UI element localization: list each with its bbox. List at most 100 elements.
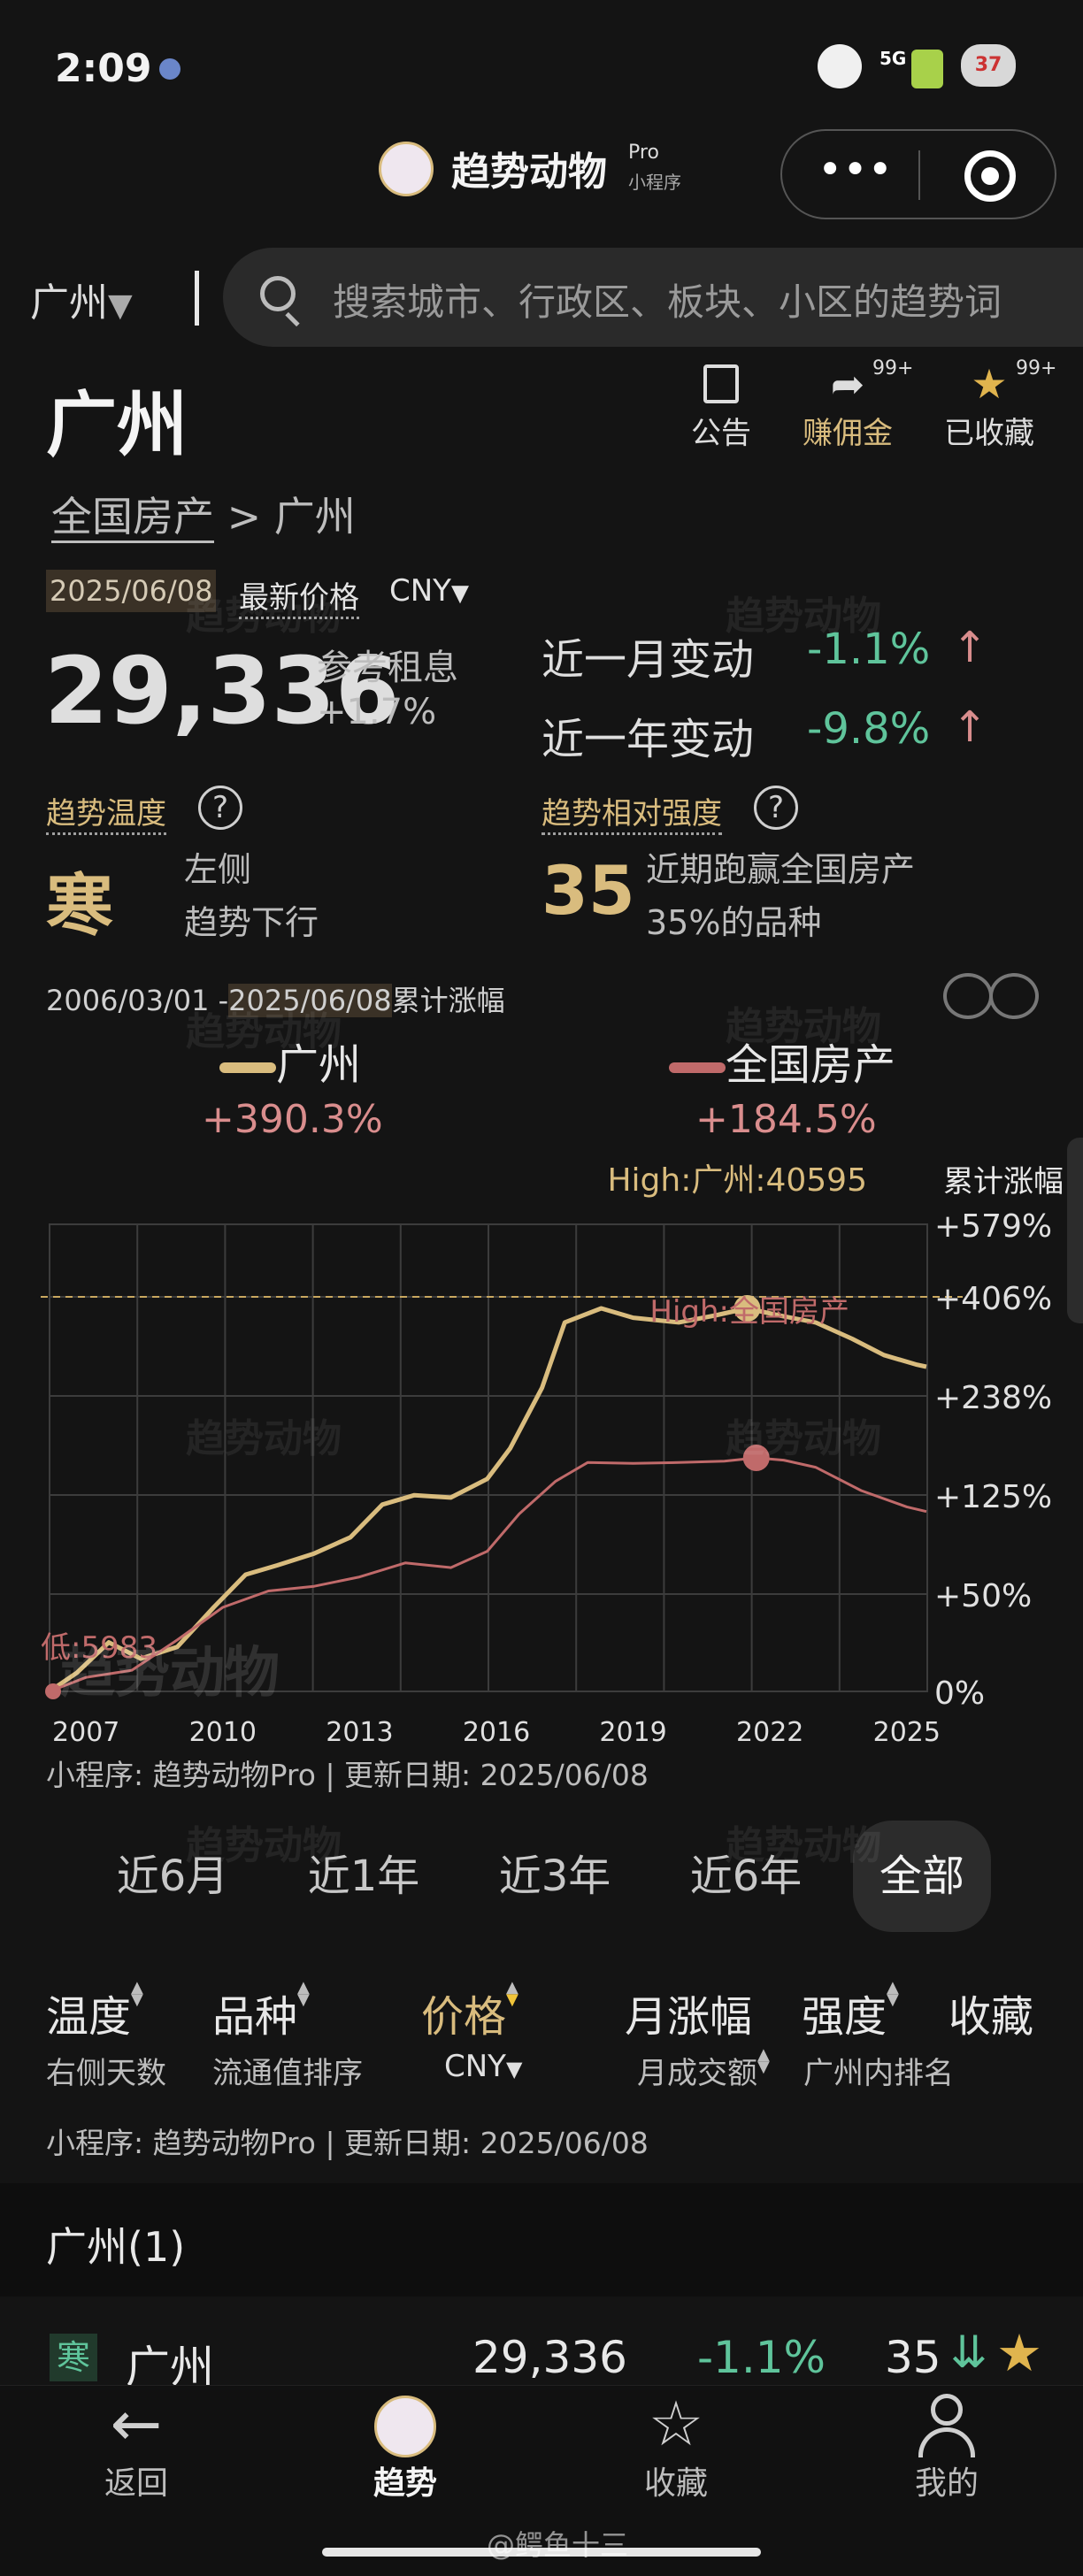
star-icon: ★	[971, 360, 1008, 408]
sort-price[interactable]: 价格▲ ▼	[421, 1978, 518, 2043]
temperature-line2: 趋势下行	[184, 903, 319, 942]
earn-commission-label: 赚佣金	[803, 416, 893, 451]
star-outline-icon: ☆	[648, 2388, 704, 2460]
legend-national[interactable]: 全国房产	[669, 1030, 895, 1092]
announcement-icon	[703, 364, 739, 403]
tab-1-year[interactable]: 近1年	[307, 1852, 420, 1901]
breadcrumb-current: 广州	[273, 493, 356, 540]
tab-6-years[interactable]: 近6年	[689, 1852, 803, 1901]
sort-strength[interactable]: 强度▲ ▼	[802, 1980, 899, 2043]
month-change-arrow-icon: ↑	[952, 623, 988, 672]
chart-range-start: 2006/03/01 -	[46, 984, 229, 1017]
capsule-divider	[918, 150, 920, 200]
temperature-help-icon[interactable]: ?	[198, 786, 242, 830]
col-favorite[interactable]: 收藏	[949, 1992, 1034, 2042]
app-tag-mini: 小程序	[628, 172, 681, 193]
commission-badge: 99+	[872, 357, 914, 380]
search-placeholder: 搜索城市、行政区、板块、小区的趋势词	[333, 280, 1002, 324]
close-miniprogram-icon[interactable]	[964, 150, 1016, 202]
col-name-sub: 流通值排序	[212, 2056, 363, 2091]
side-drag-handle[interactable]	[1067, 1138, 1083, 1323]
battery-icon: 37	[961, 44, 1016, 87]
app-name: 趋势动物	[451, 150, 607, 195]
group-header[interactable]: 广州(1)	[0, 2183, 1083, 2296]
nav-trend[interactable]: 趋势	[317, 2390, 494, 2503]
sort-arrows-icon: ▲ ▼	[757, 2045, 770, 2076]
compass-icon	[159, 58, 180, 80]
col-price-currency: CNY	[444, 2049, 506, 2084]
nav-favorites[interactable]: ☆ 收藏	[588, 2390, 764, 2503]
sort-arrows-icon: ▲ ▼	[506, 1978, 518, 2009]
nav-back-label: 返回	[104, 2465, 168, 2502]
home-indicator	[322, 2548, 761, 2557]
nav-back[interactable]: ← 返回	[48, 2390, 225, 2503]
y-tick-label: 0%	[934, 1675, 985, 1712]
tab-6-months[interactable]: 近6月	[116, 1852, 229, 1901]
breadcrumb-root[interactable]: 全国房产	[51, 493, 214, 543]
search-icon-handle	[285, 311, 300, 327]
month-change-label: 近一月变动	[542, 635, 755, 685]
col-price: 价格	[421, 1992, 507, 2042]
low-label: 低:5983	[41, 1630, 157, 1666]
city-selector[interactable]: 广州▼	[30, 271, 133, 327]
caret-down-icon: ▼	[505, 2057, 523, 2082]
legend-swatch	[669, 1062, 726, 1073]
price-date: 2025/06/08	[46, 570, 217, 612]
trend-avatar-icon	[374, 2396, 436, 2457]
infinity-toggle-icon[interactable]	[943, 973, 1041, 1019]
tab-3-years[interactable]: 近3年	[498, 1852, 611, 1901]
col-price-sub[interactable]: CNY▼	[444, 2049, 522, 2084]
announcement-button[interactable]: 公告	[681, 364, 761, 452]
currency-selector[interactable]: CNY▼	[389, 573, 469, 609]
search-divider	[195, 271, 199, 326]
month-change-value: -1.1%	[807, 625, 931, 674]
group-title: 广州(1)	[46, 2223, 186, 2271]
col-temperature: 温度	[46, 1992, 132, 2042]
x-tick-label: 2013	[326, 1717, 393, 1748]
nav-favorites-label: 收藏	[643, 2465, 708, 2502]
favorited-badge: 99+	[1016, 357, 1057, 380]
search-bar[interactable]: 搜索城市、行政区、板块、小区的趋势词	[223, 248, 1083, 347]
tab-all[interactable]: 全部	[853, 1821, 991, 1932]
sort-arrows-icon: ▲ ▼	[131, 1978, 143, 2009]
price-value: 29,336	[44, 637, 400, 745]
chart-source: 小程序: 趋势动物Pro | 更新日期: 2025/06/08	[46, 1758, 649, 1792]
sort-monthly-change[interactable]: 月涨幅	[625, 1982, 752, 2043]
app-avatar	[379, 142, 434, 196]
low-marker	[45, 1683, 61, 1699]
x-tick-label: 2010	[189, 1717, 257, 1748]
legend-swatch	[219, 1062, 276, 1073]
sort-monthly-volume[interactable]: 月成交额▲ ▼	[637, 2045, 770, 2092]
announcement-label: 公告	[691, 416, 751, 451]
chart-range-end[interactable]: 2025/06/08	[228, 984, 392, 1017]
share-icon: ➦	[830, 360, 865, 408]
high-label-guangzhou: High:广州:40595	[607, 1162, 867, 1199]
favorited-label: 已收藏	[944, 416, 1034, 451]
earn-commission-button[interactable]: ➦ 赚佣金	[793, 364, 902, 452]
strength-help-icon[interactable]: ?	[754, 786, 798, 830]
year-change-label: 近一年变动	[542, 715, 755, 764]
more-icon[interactable]: •••	[818, 145, 893, 195]
favorite-star-icon[interactable]: ★	[996, 2323, 1042, 2383]
high-marker-national	[742, 1445, 770, 1471]
city-selector-label: 广州	[30, 280, 108, 326]
row-temp-badge: 寒	[50, 2334, 97, 2381]
rent-label: 参考租息	[317, 648, 458, 688]
sort-temperature[interactable]: 温度▲ ▼	[46, 1978, 143, 2043]
y-tick-label: +579%	[934, 1208, 1052, 1245]
x-tick-label: 2025	[873, 1717, 941, 1748]
y-axis-title: 累计涨幅	[943, 1164, 1064, 1200]
sort-name[interactable]: 品种▲ ▼	[212, 1980, 310, 2043]
legend-national-value: +184.5%	[695, 1097, 877, 1142]
rent-value: +1.7%	[317, 692, 437, 732]
nav-me[interactable]: 我的	[858, 2390, 1035, 2503]
caret-down-icon: ▼	[108, 288, 133, 324]
col-name: 品种	[212, 1992, 298, 2042]
year-change-value: -9.8%	[807, 704, 931, 754]
favorited-button[interactable]: ★ 已收藏	[934, 364, 1044, 452]
caret-down-icon: ▼	[450, 580, 469, 607]
year-change-arrow-icon: ↑	[952, 702, 988, 752]
legend-guangzhou[interactable]: 广州	[219, 1030, 361, 1092]
legend-guangzhou-value: +390.3%	[202, 1097, 383, 1142]
cumulative-gain-chart[interactable]: +579% +406% +238% +125% +50% 0% 2007 2010 2013 2…	[0, 1141, 1083, 1778]
